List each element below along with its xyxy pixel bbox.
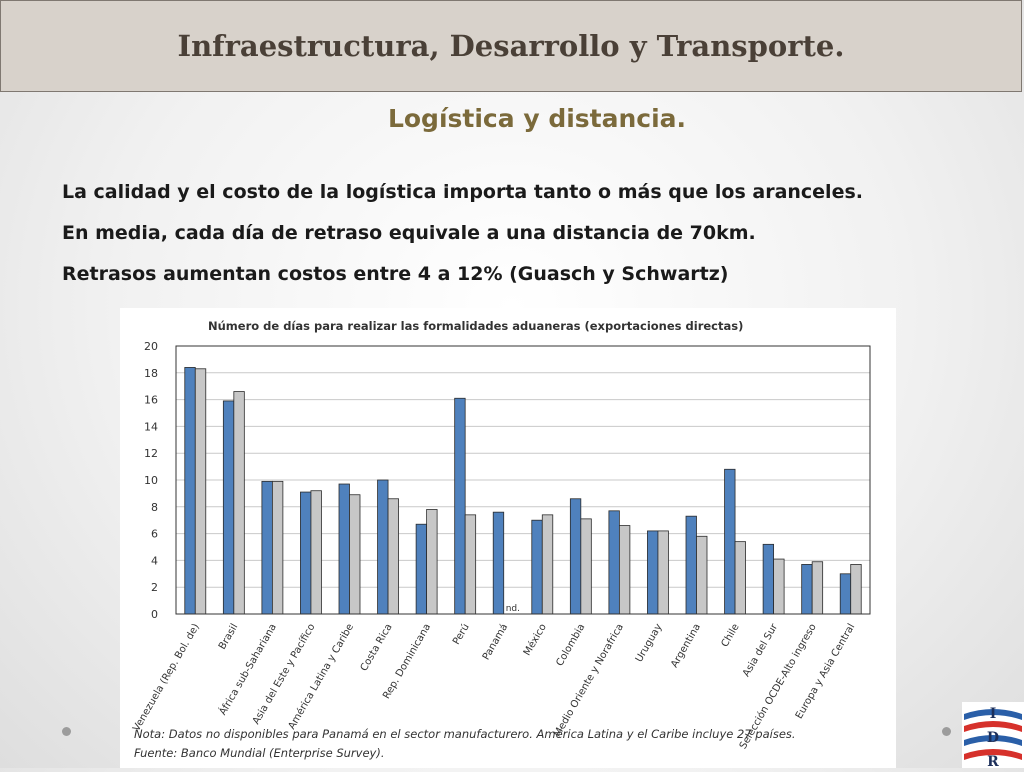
bar — [454, 397, 466, 615]
right-dot-ornament — [942, 727, 951, 736]
bar — [734, 541, 746, 615]
bar — [338, 483, 350, 615]
y-axis-tick-labels: 0 2 4 6 8 10 12 14 16 18 20 — [144, 340, 158, 621]
bar — [569, 498, 582, 615]
plot-frame — [175, 345, 871, 615]
chart-title: Número de días para realizar las formali… — [208, 319, 743, 333]
left-dot-ornament — [62, 727, 71, 736]
x-tick-label: Uruguay — [634, 622, 665, 664]
chart-image: Número de días para realizar las formali… — [120, 308, 896, 768]
title-bar: Infraestructura, Desarrollo y Transporte… — [0, 0, 1022, 92]
x-tick-label: Venezuela (Rep. Bol. de) — [131, 622, 202, 734]
bar — [850, 564, 862, 615]
x-tick-label: Perú — [450, 622, 472, 647]
y-tick-label: 16 — [144, 394, 158, 407]
bar — [696, 535, 708, 615]
svg-text:I: I — [990, 706, 997, 722]
bar — [271, 480, 284, 615]
y-tick-label: 0 — [151, 608, 158, 621]
slide-title: Infraestructura, Desarrollo y Transporte… — [177, 29, 845, 63]
bar-chart: Número de días para realizar las formali… — [131, 319, 871, 760]
nd-annotation: nd. — [506, 604, 520, 614]
bar — [541, 514, 554, 615]
bar — [492, 511, 505, 615]
x-tick-label: Panamá — [480, 622, 510, 663]
svg-text:R: R — [987, 754, 999, 768]
bar — [426, 509, 438, 615]
x-tick-label: Chile — [720, 622, 742, 649]
x-tick-label: Colombia — [554, 622, 587, 668]
bar — [222, 400, 235, 615]
y-tick-label: 10 — [144, 474, 158, 487]
bullet-3: Retrasos aumentan costos entre 4 a 12% (… — [62, 263, 729, 285]
idr-logo: I D R — [962, 702, 1024, 768]
x-tick-label: América Latina y Caribe — [286, 622, 356, 732]
x-tick-label: Medio Oriente y Norafrica — [552, 622, 626, 739]
bar — [773, 558, 785, 615]
chart-source: Fuente: Banco Mundial (Enterprise Survey… — [134, 746, 385, 760]
bar — [349, 494, 361, 615]
chart-note: Nota: Datos no disponibles para Panamá e… — [134, 727, 796, 741]
bar — [377, 479, 389, 615]
svg-text:D: D — [987, 730, 999, 746]
y-tick-label: 12 — [144, 447, 158, 460]
y-tick-label: 18 — [144, 367, 158, 380]
bar — [464, 514, 477, 615]
bullet-2: En media, cada día de retraso equivale a… — [62, 222, 756, 244]
x-tick-label: Asia del Sur — [741, 621, 781, 679]
bar — [811, 561, 824, 615]
y-tick-label: 2 — [151, 581, 158, 594]
bar — [839, 573, 852, 615]
bar — [310, 490, 322, 615]
bar — [657, 530, 669, 615]
x-tick-label: Costa Rica — [359, 622, 395, 673]
x-tick-label: Argentina — [669, 622, 703, 670]
x-tick-label: México — [521, 622, 549, 658]
bar — [608, 510, 620, 615]
bullet-1: La calidad y el costo de la logística im… — [62, 181, 863, 203]
bar — [531, 519, 543, 615]
bars — [184, 367, 862, 615]
y-tick-label: 4 — [151, 554, 158, 567]
bar — [647, 530, 659, 615]
bar — [801, 564, 813, 615]
bar — [762, 543, 775, 615]
bar — [387, 498, 399, 615]
bar — [261, 480, 273, 615]
bar — [580, 518, 592, 615]
y-tick-label: 14 — [144, 420, 158, 433]
bar — [618, 525, 631, 615]
slide-subtitle: Logística y distancia. — [387, 104, 687, 133]
bar — [194, 368, 207, 615]
x-tick-label: Brasil — [217, 622, 240, 652]
y-tick-label: 6 — [151, 528, 158, 541]
y-tick-label: 8 — [151, 501, 158, 514]
y-tick-label: 20 — [144, 340, 158, 353]
bar — [685, 515, 697, 615]
bar — [415, 523, 428, 615]
bar — [233, 391, 245, 615]
bullet-list: La calidad y el costo de la logística im… — [62, 176, 863, 299]
bar — [300, 491, 312, 615]
bar — [724, 468, 736, 615]
bar — [184, 367, 196, 615]
